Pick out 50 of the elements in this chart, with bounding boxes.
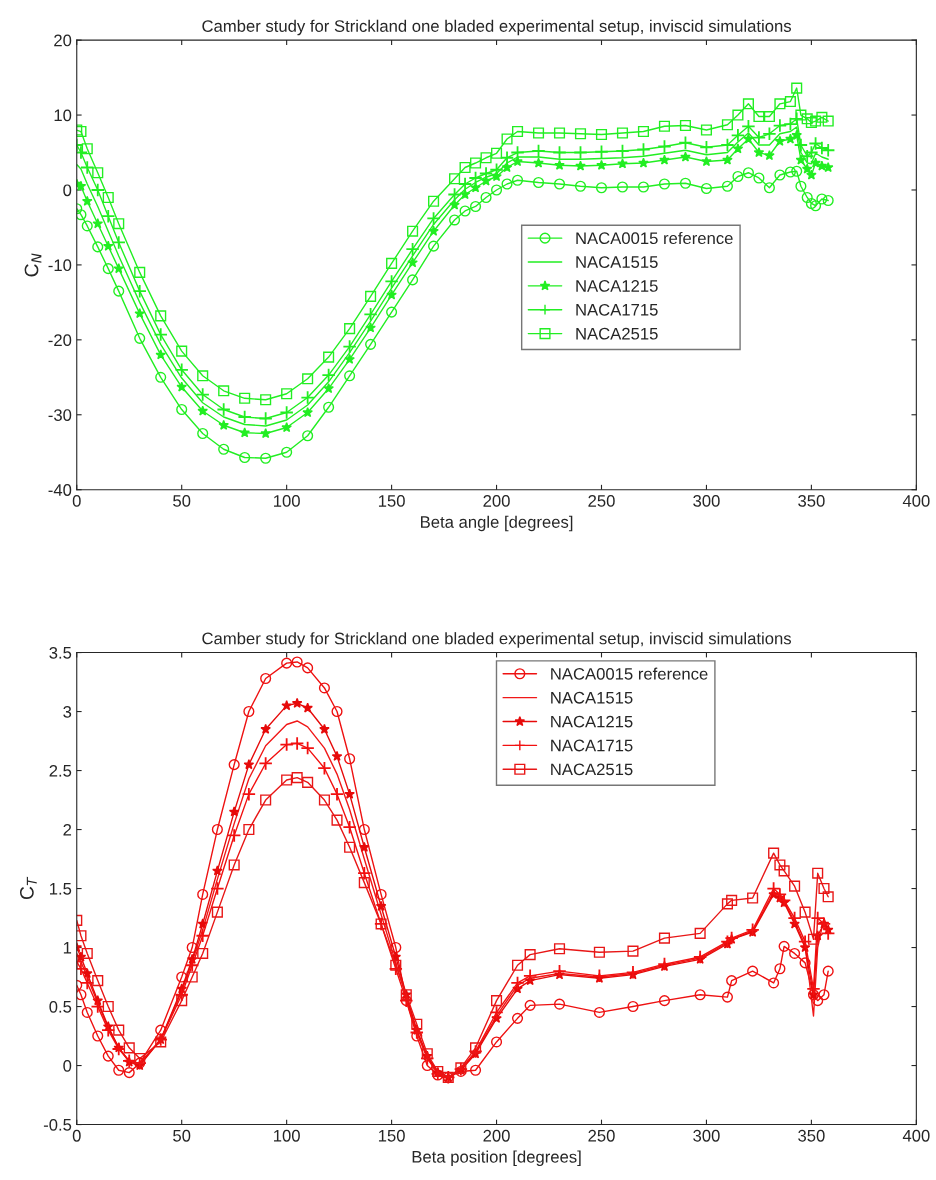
y-tick-label: 1.5 [50,883,72,895]
y-tick-label: -10 [48,259,72,272]
y-tick-label: 20 [54,34,72,47]
x-tick-label: 250 [588,1129,615,1142]
x-tick-label: 250 [588,495,615,507]
legend-label: NACA2515 [576,327,658,340]
y-tick-label: 0 [63,1059,72,1072]
x-tick-label: 400 [902,495,930,507]
y-tick-label: 3 [63,705,72,718]
y-tick-label: 0.5 [49,1000,72,1013]
x-tick-label: 0 [72,1129,81,1142]
legend-label: NACA1515 [551,691,633,704]
x-tick-label: 400 [902,1129,930,1142]
y-axis-title: C$_{T}$ [19,876,37,900]
legend-label: NACA1215 [576,280,658,292]
x-tick-label: 350 [798,1129,825,1142]
y-tick-label: 3.5 [49,646,72,659]
x-axis-title: Beta angle [degrees] [421,515,573,532]
x-tick-label: 50 [173,495,191,507]
x-axis-title: Beta position [degrees] [412,1150,581,1167]
y-tick-label: -0.5 [43,1118,72,1131]
legend-label: NACA1215 [551,715,633,728]
chart-title: Camber study for Strickland one bladed experimental setup, inviscid simulations [202,632,792,648]
x-tick-label: 0 [72,495,81,507]
legend-label: NACA1515 [576,256,658,268]
y-tick-label: 10 [54,109,72,122]
legend-label: NACA1715 [551,739,633,752]
y-tick-label: 1 [63,942,72,954]
y-tick-label: -20 [48,334,72,347]
legend-label: NACA1715 [576,303,658,316]
x-tick-label: 200 [483,495,510,507]
x-tick-label: 100 [274,495,300,507]
x-tick-label: 150 [378,495,405,507]
legend-label: NACA0015 reference [576,231,733,245]
x-tick-label: 150 [378,1129,405,1142]
y-tick-label: 0 [63,184,72,197]
x-tick-label: 300 [693,495,720,507]
y-tick-label: -40 [48,484,72,496]
legend-label: NACA0015 reference [551,667,708,680]
y-tick-label: -30 [48,409,72,421]
chart-title: Camber study for Strickland one bladed experimental setup, inviscid simulations [202,19,792,36]
x-tick-label: 350 [798,495,825,507]
legend-label: NACA2515 [551,763,633,776]
y-tick-label: 2 [63,823,72,836]
x-tick-label: 100 [274,1129,300,1142]
x-tick-label: 50 [173,1129,191,1142]
x-tick-label: 300 [693,1129,720,1142]
x-tick-label: 200 [483,1129,510,1142]
y-tick-label: 2.5 [49,764,72,777]
y-axis-title: C$_{N}$ [24,253,42,277]
